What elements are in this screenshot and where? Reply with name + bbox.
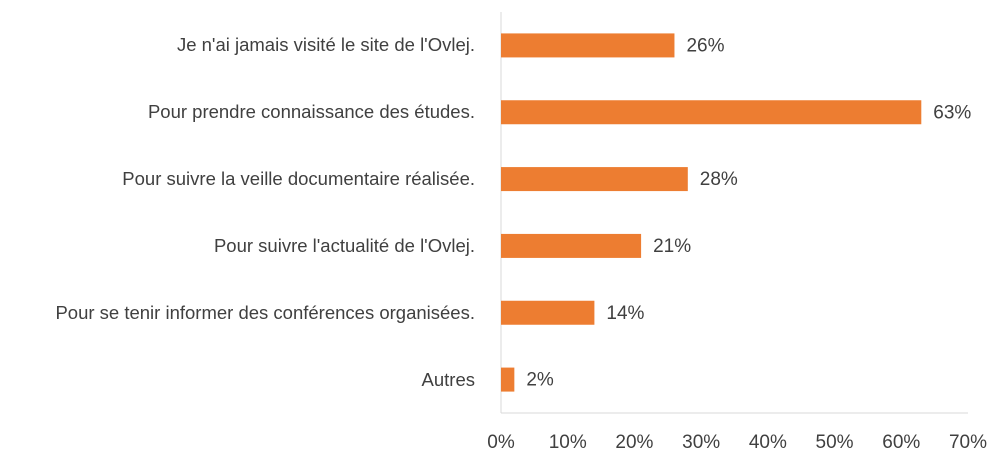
y-tick-label: Pour prendre connaissance des études.: [147, 101, 475, 123]
data-label: 14%: [606, 303, 644, 324]
y-tick-label: Pour suivre la veille documentaire réali…: [122, 168, 475, 190]
bar: [501, 233, 642, 258]
bar: [501, 167, 688, 192]
category-label-box: Pour suivre l'actualité de l'Ovlej.: [0, 232, 475, 260]
data-label: 21%: [653, 236, 691, 257]
bar: [501, 367, 515, 392]
category-label-box: Pour suivre la veille documentaire réali…: [0, 165, 475, 193]
x-tick-label: 50%: [816, 432, 854, 453]
y-tick-label: Pour suivre l'actualité de l'Ovlej.: [213, 234, 475, 256]
category-label-box: Pour prendre connaissance des études.: [0, 98, 475, 126]
x-tick-label: 60%: [882, 432, 920, 453]
data-label: 63%: [933, 102, 971, 123]
category-label-box: Je n'ai jamais visité le site de l'Ovlej…: [0, 31, 475, 59]
x-tick-label: 10%: [549, 432, 587, 453]
bar: [501, 100, 922, 125]
bar: [501, 300, 595, 325]
y-tick-label: Je n'ai jamais visité le site de l'Ovlej…: [176, 34, 475, 56]
x-tick-label: 70%: [949, 432, 987, 453]
data-label: 26%: [686, 35, 724, 56]
category-label-box: Autres: [0, 366, 475, 394]
category-label-box: Pour se tenir informer des conférences o…: [0, 299, 475, 327]
x-tick-label: 0%: [487, 432, 515, 453]
x-tick-label: 30%: [682, 432, 720, 453]
y-tick-label: Autres: [421, 368, 475, 390]
x-tick-label: 20%: [615, 432, 653, 453]
y-tick-label: Pour se tenir informer des conférences o…: [55, 301, 475, 323]
data-label: 2%: [526, 370, 554, 391]
bar: [501, 33, 675, 58]
data-label: 28%: [700, 169, 738, 190]
x-tick-label: 40%: [749, 432, 787, 453]
